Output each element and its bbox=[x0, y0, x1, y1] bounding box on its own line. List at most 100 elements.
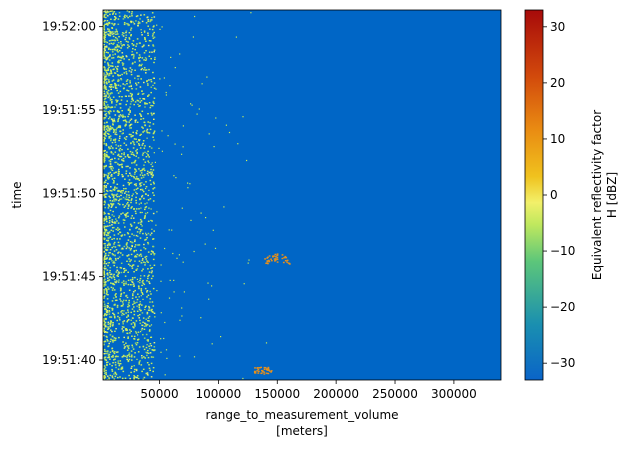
clutter-pixel bbox=[152, 287, 155, 290]
clutter-pixel bbox=[144, 124, 147, 127]
scattered-pixel bbox=[225, 124, 227, 126]
clutter-pixel bbox=[117, 281, 120, 283]
clutter-pixel bbox=[110, 186, 112, 188]
clutter-pixel bbox=[152, 174, 154, 177]
clutter-pixel bbox=[141, 126, 143, 128]
clutter-pixel bbox=[106, 41, 109, 44]
clutter-pixel bbox=[104, 193, 107, 195]
clutter-pixel bbox=[120, 198, 123, 200]
clutter-pixel bbox=[146, 313, 149, 315]
clutter-pixel bbox=[111, 101, 113, 103]
scattered-pixel bbox=[201, 83, 203, 85]
clutter-pixel bbox=[126, 349, 129, 351]
clutter-pixel bbox=[125, 196, 128, 198]
clutter-pixel bbox=[135, 376, 137, 379]
clutter-pixel bbox=[150, 183, 152, 186]
clutter-pixel bbox=[148, 271, 151, 273]
scattered-pixel bbox=[141, 211, 143, 214]
clutter-pixel bbox=[120, 79, 123, 81]
clutter-pixel bbox=[129, 172, 131, 174]
clutter-pixel bbox=[107, 350, 109, 352]
clutter-pixel bbox=[106, 305, 109, 307]
clutter-pixel bbox=[109, 196, 111, 199]
clutter-pixel bbox=[105, 234, 108, 236]
clutter-pixel bbox=[107, 345, 109, 348]
clutter-pixel bbox=[111, 10, 114, 12]
clutter-pixel bbox=[105, 318, 107, 320]
clutter-pixel bbox=[131, 63, 134, 65]
clutter-pixel bbox=[117, 75, 120, 77]
clutter-pixel bbox=[103, 138, 105, 141]
clutter-pixel bbox=[128, 37, 131, 39]
clutter-pixel bbox=[153, 87, 156, 89]
clutter-pixel bbox=[146, 280, 148, 282]
clutter-pixel bbox=[106, 11, 108, 14]
clutter-pixel bbox=[130, 207, 132, 209]
clutter-pixel bbox=[127, 354, 130, 356]
clutter-pixel bbox=[149, 343, 152, 345]
clutter-pixel bbox=[139, 183, 141, 185]
clutter-pixel bbox=[132, 153, 135, 156]
clutter-pixel bbox=[145, 69, 148, 71]
clutter-pixel bbox=[103, 378, 106, 380]
clutter-pixel bbox=[106, 69, 108, 72]
colorbar-label: Equivalent reflectivity factor bbox=[590, 110, 604, 280]
clutter-pixel bbox=[124, 119, 127, 121]
scattered-pixel bbox=[144, 151, 146, 153]
clutter-pixel bbox=[115, 99, 117, 101]
scattered-pixel bbox=[137, 235, 139, 237]
clutter-pixel bbox=[127, 254, 130, 256]
clutter-pixel bbox=[132, 348, 135, 350]
clutter-pixel bbox=[135, 369, 138, 372]
clutter-pixel bbox=[115, 194, 117, 196]
clutter-pixel bbox=[114, 222, 117, 224]
clutter-pixel bbox=[137, 338, 140, 340]
clutter-pixel bbox=[143, 164, 145, 166]
clutter-pixel bbox=[111, 253, 114, 255]
clutter-pixel bbox=[106, 361, 109, 363]
clutter-pixel bbox=[147, 232, 150, 235]
clutter-pixel bbox=[116, 238, 118, 240]
clutter-pixel bbox=[140, 364, 143, 366]
clutter-pixel bbox=[150, 112, 153, 114]
clutter-pixel bbox=[139, 230, 142, 233]
clutter-pixel bbox=[131, 69, 133, 71]
clutter-pixel bbox=[131, 88, 133, 90]
clutter-pixel bbox=[107, 262, 109, 264]
clutter-pixel bbox=[106, 336, 108, 338]
clutter-pixel bbox=[149, 301, 151, 303]
clutter-pixel bbox=[121, 153, 123, 155]
clutter-pixel bbox=[128, 184, 130, 186]
scattered-pixel bbox=[150, 163, 152, 165]
clutter-pixel bbox=[125, 144, 128, 146]
scattered-pixel bbox=[198, 108, 200, 110]
scattered-pixel bbox=[150, 336, 152, 338]
clutter-pixel bbox=[118, 203, 121, 206]
clutter-pixel bbox=[132, 326, 134, 328]
clutter-pixel bbox=[105, 115, 108, 117]
clutter-pixel bbox=[107, 178, 110, 180]
clutter-pixel bbox=[123, 336, 125, 339]
clutter-pixel bbox=[152, 181, 155, 183]
clutter-pixel bbox=[106, 73, 109, 75]
clutter-pixel bbox=[145, 22, 148, 24]
clutter-pixel bbox=[103, 85, 106, 87]
clutter-pixel bbox=[130, 367, 133, 369]
clutter-pixel bbox=[123, 22, 126, 24]
clutter-pixel bbox=[108, 327, 110, 329]
clutter-pixel bbox=[117, 65, 119, 68]
clutter-pixel bbox=[153, 25, 155, 27]
clutter-pixel bbox=[111, 106, 114, 108]
clutter-pixel bbox=[119, 114, 122, 116]
clutter-pixel bbox=[109, 199, 112, 202]
clutter-pixel bbox=[138, 287, 140, 290]
clutter-pixel bbox=[146, 291, 148, 293]
clutter-pixel bbox=[104, 200, 106, 202]
clutter-pixel bbox=[123, 271, 125, 273]
clutter-pixel bbox=[105, 59, 108, 61]
clutter-pixel bbox=[110, 320, 113, 322]
scattered-pixel bbox=[147, 154, 149, 157]
echo-pixel bbox=[274, 260, 276, 262]
clutter-pixel bbox=[104, 243, 106, 245]
clutter-pixel bbox=[117, 362, 120, 364]
